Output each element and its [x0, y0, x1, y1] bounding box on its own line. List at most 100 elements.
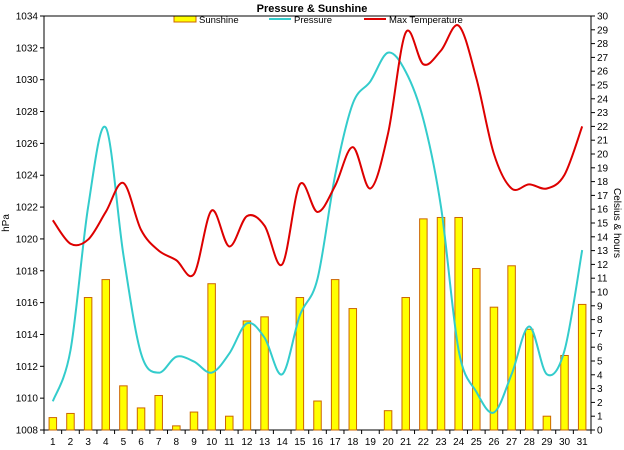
left-tick-label: 1010 [16, 394, 39, 405]
x-tick-label: 13 [259, 437, 271, 448]
x-tick-label: 8 [174, 437, 180, 448]
right-tick-label: 30 [597, 12, 609, 23]
sunshine-bar [383, 410, 393, 431]
sunshine-bar [330, 279, 340, 431]
sunshine-bar [101, 279, 111, 431]
right-tick-label: 22 [597, 122, 609, 133]
x-tick-label: 20 [383, 437, 395, 448]
x-tick-label: 12 [241, 437, 253, 448]
right-tick-label: 28 [597, 39, 609, 50]
right-tick-label: 16 [597, 205, 609, 216]
x-tick-label: 18 [347, 437, 359, 448]
left-tick-label: 1034 [16, 12, 39, 23]
right-tick-label: 26 [597, 67, 609, 78]
sunshine-bar [489, 306, 499, 431]
pressure-line [51, 51, 584, 414]
right-tick-label: 1 [597, 412, 603, 423]
sunshine-bar [524, 328, 534, 431]
x-tick-label: 9 [191, 437, 197, 448]
x-tick-label: 27 [506, 437, 518, 448]
x-tick-label: 31 [577, 437, 589, 448]
max-temperature-line [52, 24, 584, 278]
left-tick-label: 1016 [16, 298, 39, 309]
left-tick-label: 1026 [16, 139, 39, 150]
x-axis: 1 2 3 4 5 6 7 8 9 10 11 12 13 14 15 16 17 18 19 20 21 22 23 24 2… [43, 430, 592, 448]
x-tick-label: 21 [400, 437, 412, 448]
right-tick-label: 15 [597, 219, 609, 230]
x-tick-label: 30 [559, 437, 571, 448]
right-tick-label: 6 [597, 343, 603, 354]
right-tick-label: 11 [597, 274, 608, 285]
left-tick-label: 1020 [16, 234, 39, 245]
sunshine-bar [295, 297, 305, 431]
sunshine-bar [225, 415, 234, 431]
left-axis: 1008 1010 1012 1014 1016 1018 1020 1022 1024 1026… [16, 12, 44, 437]
x-tick-label: 17 [330, 437, 342, 448]
right-tick-label: 8 [597, 315, 603, 326]
right-tick-label: 0 [597, 426, 603, 437]
left-tick-label: 1014 [16, 330, 39, 341]
sunshine-bar [436, 216, 446, 431]
right-axis: 0123456789101112131415161718192021222324… [591, 12, 609, 437]
right-tick-label: 12 [597, 260, 609, 271]
sunshine-bar [454, 216, 463, 431]
right-tick-label: 3 [597, 384, 603, 395]
sunshine-bar [419, 218, 428, 431]
right-axis-label: Celsius & hours [611, 188, 622, 258]
x-tick-label: 10 [206, 437, 218, 448]
left-tick-label: 1028 [16, 107, 39, 118]
x-tick-label: 28 [524, 437, 536, 448]
x-tick-label: 7 [156, 437, 162, 448]
right-tick-label: 5 [597, 357, 603, 368]
x-tick-label: 2 [68, 437, 74, 448]
sunshine-bar [207, 283, 216, 431]
series-lines [51, 24, 584, 414]
sunshine-bar [560, 354, 569, 431]
sunshine-bar [119, 385, 128, 431]
right-tick-label: 19 [597, 163, 609, 174]
x-tick-label: 19 [365, 437, 377, 448]
right-tick-label: 29 [597, 25, 609, 36]
left-tick-label: 1030 [16, 75, 39, 86]
right-tick-label: 24 [597, 94, 609, 105]
sunshine-bar [401, 297, 410, 431]
left-tick-label: 1012 [16, 362, 39, 373]
right-tick-label: 20 [597, 150, 609, 161]
sunshine-bar [189, 411, 199, 431]
sunshine-bar [242, 320, 252, 431]
x-tick-label: 25 [471, 437, 483, 448]
sunshine-bar [313, 400, 322, 431]
sunshine-bar [154, 395, 163, 431]
right-tick-label: 7 [597, 329, 603, 340]
x-tick-label: 22 [418, 437, 430, 448]
legend-swatch-sunshine [173, 15, 197, 23]
right-tick-label: 13 [597, 246, 609, 257]
sunshine-bar [66, 412, 75, 431]
right-tick-label: 25 [597, 81, 609, 92]
left-tick-label: 1018 [16, 266, 39, 277]
right-tick-label: 14 [597, 232, 609, 243]
sunshine-bar [48, 417, 58, 431]
x-tick-label: 3 [85, 437, 91, 448]
right-tick-label: 18 [597, 177, 609, 188]
sunshine-bar [136, 407, 146, 431]
x-tick-label: 29 [541, 437, 553, 448]
right-tick-label: 17 [597, 191, 609, 202]
left-axis-label: hPa [1, 214, 12, 232]
legend: Sunshine Pressure Max Temperature [173, 15, 463, 26]
sunshine-bar [348, 308, 358, 431]
right-tick-label: 2 [597, 398, 603, 409]
right-tick-label: 21 [597, 136, 609, 147]
legend-label-max-temperature: Max Temperature [389, 15, 463, 26]
x-tick-label: 26 [488, 437, 500, 448]
sunshine-bar [542, 415, 552, 431]
x-tick-label: 24 [453, 437, 465, 448]
sunshine-bar [172, 425, 181, 431]
sunshine-bar [507, 265, 516, 431]
sunshine-bars [48, 216, 587, 431]
sunshine-bar [260, 316, 269, 431]
x-tick-label: 16 [312, 437, 324, 448]
chart-title: Pressure & Sunshine [257, 3, 368, 15]
